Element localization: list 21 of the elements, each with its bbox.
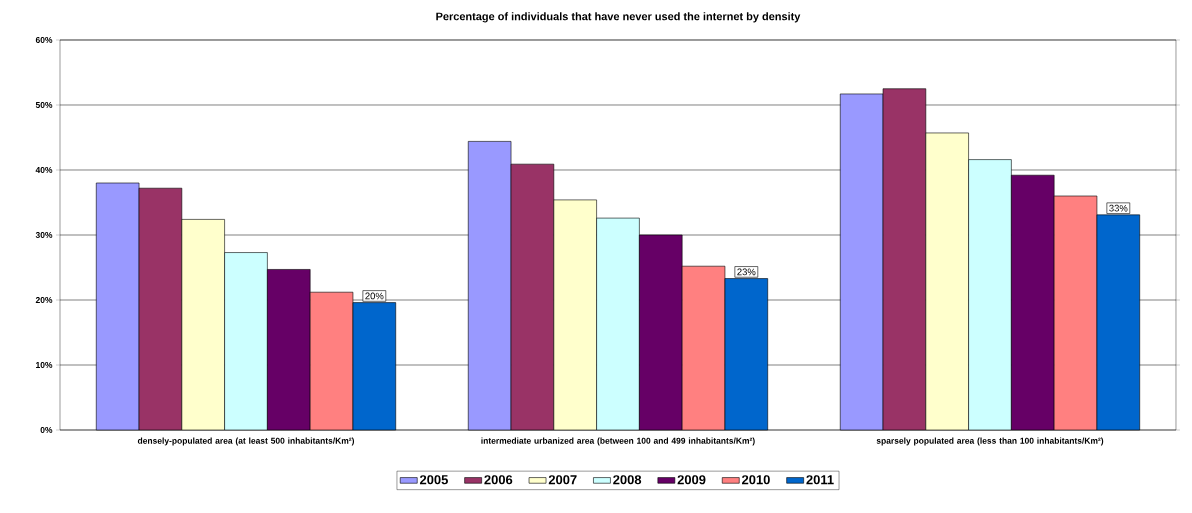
- y-tick-label: 30%: [35, 232, 53, 238]
- data-label: 20%: [365, 292, 384, 300]
- y-tick-label: 50%: [35, 102, 53, 108]
- y-tick-label: 40%: [35, 167, 53, 173]
- x-tick-label: sparsely populated area (less than 100 inhabitants/Km²): [876, 437, 1104, 446]
- data-label: 33%: [1109, 204, 1128, 212]
- legend-label: 2010: [742, 475, 770, 485]
- legend-label: 2007: [548, 475, 577, 485]
- legend-label: 2009: [677, 475, 706, 485]
- x-tick-label: intermediate urbanized area (between 100 and 499 inhabitants/Km²): [481, 437, 755, 446]
- y-tick-label: 0%: [40, 427, 53, 433]
- y-tick-label: 20%: [35, 297, 53, 303]
- x-tick-label: densely-populated area (at least 500 inhabitants/Km²): [137, 437, 355, 446]
- legend-label: 2006: [484, 475, 513, 485]
- y-tick-label: 10%: [36, 362, 53, 368]
- y-tick-label: 60%: [35, 37, 53, 43]
- legend-label: 2008: [613, 475, 642, 485]
- chart-title: Percentage of individuals that have never used the internet by density: [436, 12, 801, 23]
- data-label: 23%: [737, 268, 756, 276]
- legend-label: 2005: [419, 475, 448, 485]
- legend-label: 2011: [806, 475, 834, 485]
